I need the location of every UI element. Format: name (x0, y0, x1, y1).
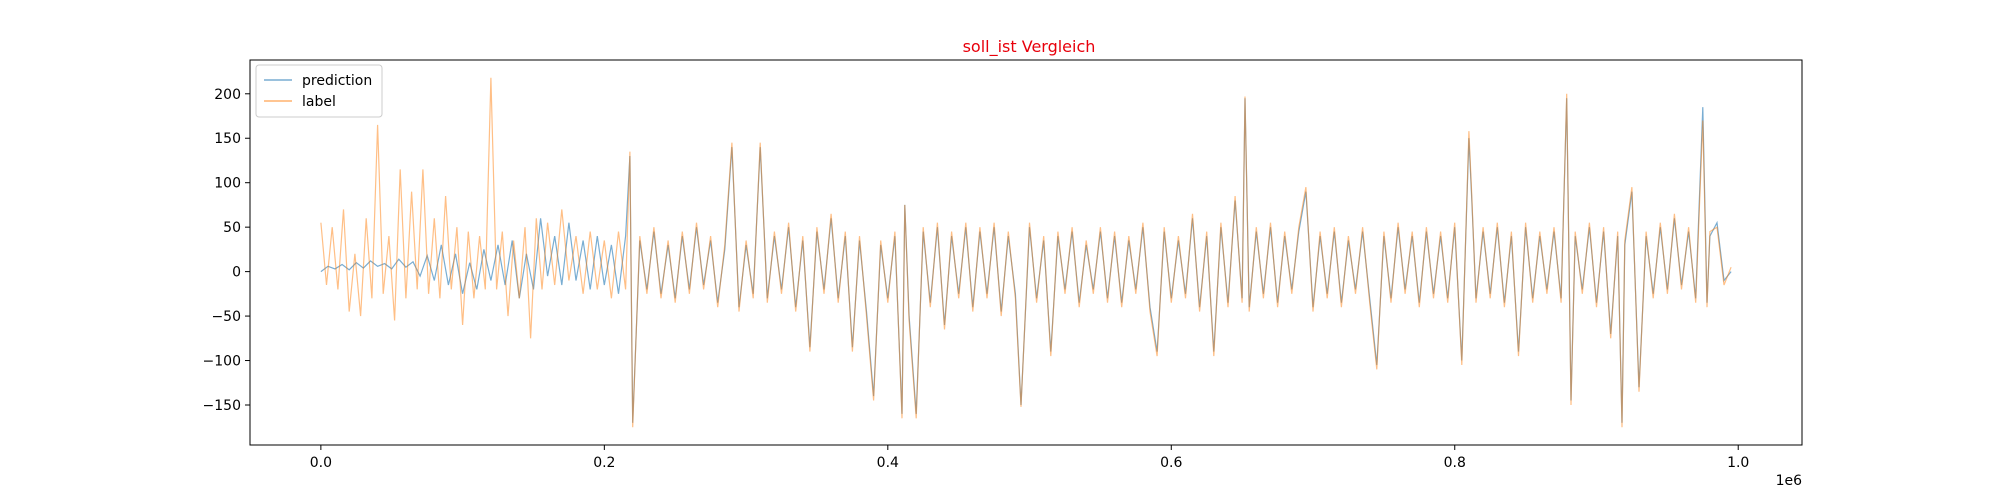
x-tick-label: 0.2 (593, 455, 615, 471)
x-tick-label: 0.0 (310, 455, 332, 471)
plot-frame (249, 59, 1803, 446)
x-tick-label: 0.8 (1444, 455, 1466, 471)
x-tick-label: 0.4 (877, 455, 899, 471)
chart-title: soll_ist Vergleich (963, 37, 1096, 57)
x-offset-label: 1e6 (1776, 473, 1803, 489)
plot-area (320, 77, 1732, 428)
y-tick-label: 200 (214, 87, 241, 103)
y-tick-label: −100 (203, 354, 241, 370)
legend: prediction label (255, 64, 383, 118)
series-line-prediction (320, 98, 1732, 423)
y-tick-label: 50 (223, 220, 241, 236)
legend-box (255, 64, 383, 118)
y-tick-label: 0 (232, 265, 241, 281)
x-tick-label: 1.0 (1727, 455, 1749, 471)
x-tick-label: 0.6 (1160, 455, 1182, 471)
y-tick-label: 100 (214, 176, 241, 192)
y-tick-label: −150 (203, 398, 241, 414)
legend-label-label: label (302, 94, 336, 110)
y-tick-label: −50 (211, 309, 241, 325)
legend-label-prediction: prediction (302, 73, 372, 89)
y-tick-label: 150 (214, 131, 241, 147)
series-line-label (320, 77, 1732, 428)
x-axis: 0.0 0.2 0.4 0.6 0.8 1.0 (310, 445, 1749, 471)
y-axis: −150 −100 −50 0 50 100 150 200 (203, 87, 250, 414)
